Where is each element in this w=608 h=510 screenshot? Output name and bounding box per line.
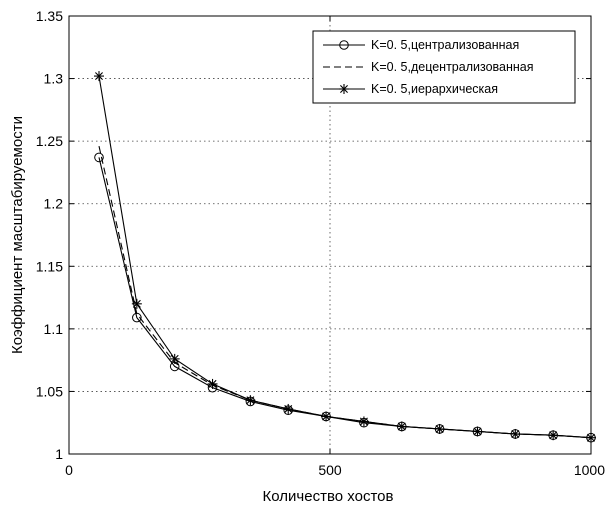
star-stroke [340, 85, 348, 93]
star-stroke [170, 354, 179, 363]
series-2-point [510, 428, 521, 439]
star-stroke [208, 379, 217, 388]
y-axis-label: Коэффициент масштабируемости [9, 116, 26, 354]
star-stroke [132, 299, 141, 308]
series-2-point [207, 378, 218, 389]
x-tick-label: 1000 [574, 462, 605, 478]
series-2-point [131, 298, 142, 309]
star-stroke [359, 417, 368, 426]
series-line-2 [98, 75, 592, 439]
y-tick-label: 1.3 [44, 71, 64, 87]
series-2-point [321, 411, 332, 422]
y-tick-label: 1.15 [36, 258, 63, 274]
y-tick-label: 1.1 [44, 321, 64, 337]
x-tick-label: 500 [318, 462, 342, 478]
legend-marker [339, 84, 349, 94]
series-2-point [472, 426, 483, 437]
series-2-point [396, 421, 407, 432]
series-2-point [169, 353, 180, 364]
star-stroke [246, 396, 255, 405]
series-line-0 [98, 157, 592, 439]
star-stroke [397, 422, 406, 431]
x-tick-label: 0 [65, 462, 73, 478]
star-stroke [549, 431, 558, 440]
legend-label: K=0. 5,децентрализованная [371, 60, 534, 74]
series-2-point [283, 403, 294, 414]
star-stroke [511, 429, 520, 438]
y-tick-label: 1.2 [44, 196, 64, 212]
star-stroke [322, 412, 331, 421]
series-line-1 [98, 146, 592, 439]
star-stroke [473, 427, 482, 436]
star-stroke [284, 404, 293, 413]
series-2-point [358, 416, 369, 427]
y-tick-label: 1.35 [36, 8, 63, 24]
series-0-point [94, 152, 104, 163]
legend-label: K=0. 5,иерархическая [371, 82, 498, 96]
series-2-point [548, 430, 559, 441]
y-tick-label: 1.05 [36, 383, 63, 399]
legend-label: K=0. 5,централизованная [371, 38, 519, 52]
tick-layer: 1 1.05 1.1 1.15 1.2 1.25 1.3 1.35 0 500 1000 [36, 8, 605, 478]
series-2-point [245, 395, 256, 406]
series-2-point [94, 71, 104, 82]
series-2-point [434, 423, 445, 434]
y-tick-label: 1 [55, 446, 63, 462]
star-stroke [95, 72, 103, 81]
y-tick-label: 1.25 [36, 133, 63, 149]
legend: K=0. 5,централизованная K=0. 5,децентрали… [312, 30, 576, 104]
x-axis-label: Количество хостов [263, 488, 394, 505]
star-stroke [435, 424, 444, 433]
legend-marker [339, 40, 349, 50]
series-layer [94, 71, 596, 443]
